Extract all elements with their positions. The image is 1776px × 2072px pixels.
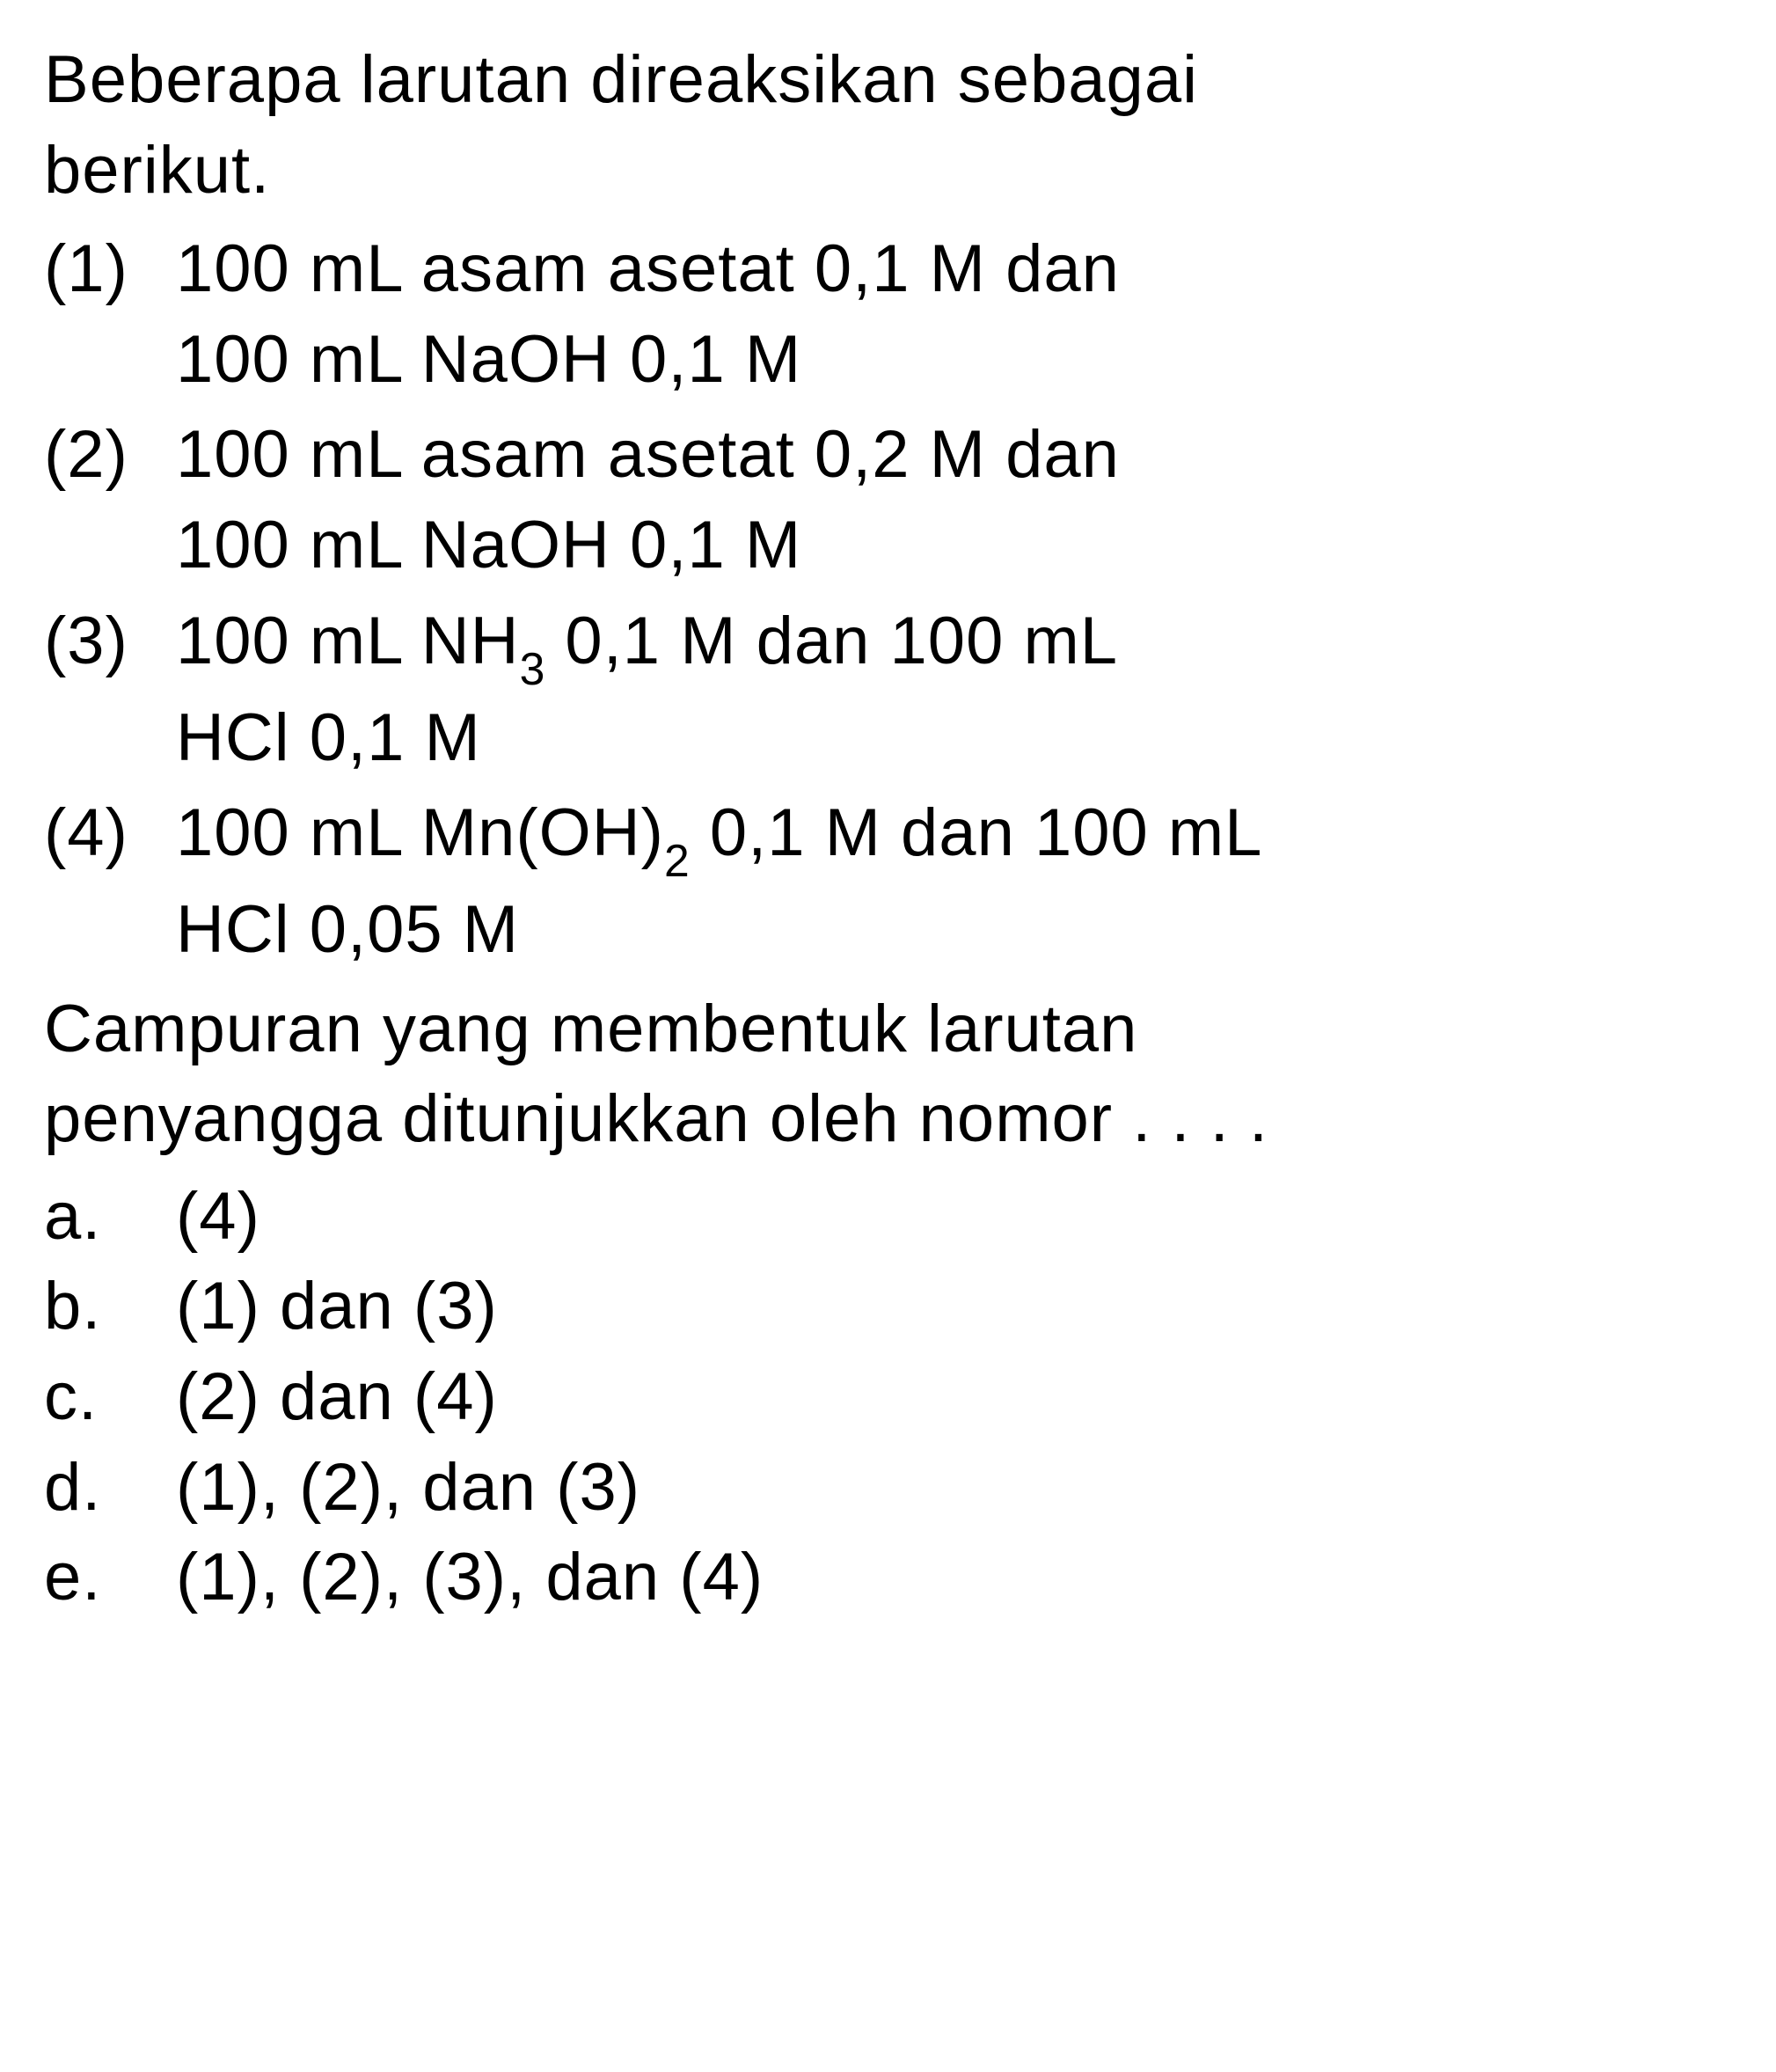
option-letter: a.: [44, 1172, 176, 1263]
option-letter: c.: [44, 1352, 176, 1443]
item-text: 100 mL Mn(OH)2 0,1 M dan 100 mL HCl 0,05…: [176, 788, 1732, 976]
subscript: 2: [664, 835, 691, 886]
item-line1-prefix: 100 mL NH: [176, 604, 520, 678]
intro-text-line2: berikut.: [44, 133, 270, 208]
option-b: b. (1) dan (3): [44, 1262, 1732, 1352]
intro-text-line1: Beberapa larutan direaksikan sebagai: [44, 42, 1198, 117]
item-3: (3) 100 mL NH3 0,1 M dan 100 mL HCl 0,1 …: [44, 597, 1732, 784]
question-closing: Campuran yang membentuk larutan penyangg…: [44, 985, 1732, 1165]
item-line2: HCl 0,05 M: [176, 892, 519, 967]
item-1: (1) 100 mL asam asetat 0,1 M dan 100 mL …: [44, 224, 1732, 405]
item-line2: HCl 0,1 M: [176, 700, 481, 775]
option-c: c. (2) dan (4): [44, 1352, 1732, 1443]
option-text: (1), (2), (3), dan (4): [176, 1533, 1732, 1623]
item-line2: 100 mL NaOH 0,1 M: [176, 508, 801, 582]
item-list: (1) 100 mL asam asetat 0,1 M dan 100 mL …: [44, 224, 1732, 975]
item-number: (1): [44, 224, 176, 405]
item-line1-prefix: 100 mL Mn(OH): [176, 795, 664, 870]
item-number: (3): [44, 597, 176, 784]
option-e: e. (1), (2), (3), dan (4): [44, 1533, 1732, 1623]
option-text: (4): [176, 1172, 1732, 1263]
option-letter: b.: [44, 1262, 176, 1352]
option-letter: d.: [44, 1443, 176, 1534]
item-4: (4) 100 mL Mn(OH)2 0,1 M dan 100 mL HCl …: [44, 788, 1732, 976]
option-letter: e.: [44, 1533, 176, 1623]
closing-line1: Campuran yang membentuk larutan: [44, 992, 1137, 1066]
item-number: (2): [44, 410, 176, 590]
option-text: (1), (2), dan (3): [176, 1443, 1732, 1534]
closing-line2: penyangga ditunjukkan oleh nomor . . . .: [44, 1081, 1268, 1156]
option-text: (1) dan (3): [176, 1262, 1732, 1352]
item-2: (2) 100 mL asam asetat 0,2 M dan 100 mL …: [44, 410, 1732, 590]
option-text: (2) dan (4): [176, 1352, 1732, 1443]
subscript: 3: [520, 643, 546, 694]
item-line1: 100 mL asam asetat 0,1 M dan: [176, 231, 1120, 306]
item-line1-suffix: 0,1 M dan 100 mL: [545, 604, 1118, 678]
option-a: a. (4): [44, 1172, 1732, 1263]
item-text: 100 mL asam asetat 0,1 M dan 100 mL NaOH…: [176, 224, 1732, 405]
item-line1: 100 mL asam asetat 0,2 M dan: [176, 417, 1120, 492]
question-intro: Beberapa larutan direaksikan sebagai ber…: [44, 35, 1732, 216]
item-line2: 100 mL NaOH 0,1 M: [176, 322, 801, 397]
item-text: 100 mL NH3 0,1 M dan 100 mL HCl 0,1 M: [176, 597, 1732, 784]
item-text: 100 mL asam asetat 0,2 M dan 100 mL NaOH…: [176, 410, 1732, 590]
item-line1-suffix: 0,1 M dan 100 mL: [691, 795, 1263, 870]
item-number: (4): [44, 788, 176, 976]
option-d: d. (1), (2), dan (3): [44, 1443, 1732, 1534]
options-list: a. (4) b. (1) dan (3) c. (2) dan (4) d. …: [44, 1172, 1732, 1623]
